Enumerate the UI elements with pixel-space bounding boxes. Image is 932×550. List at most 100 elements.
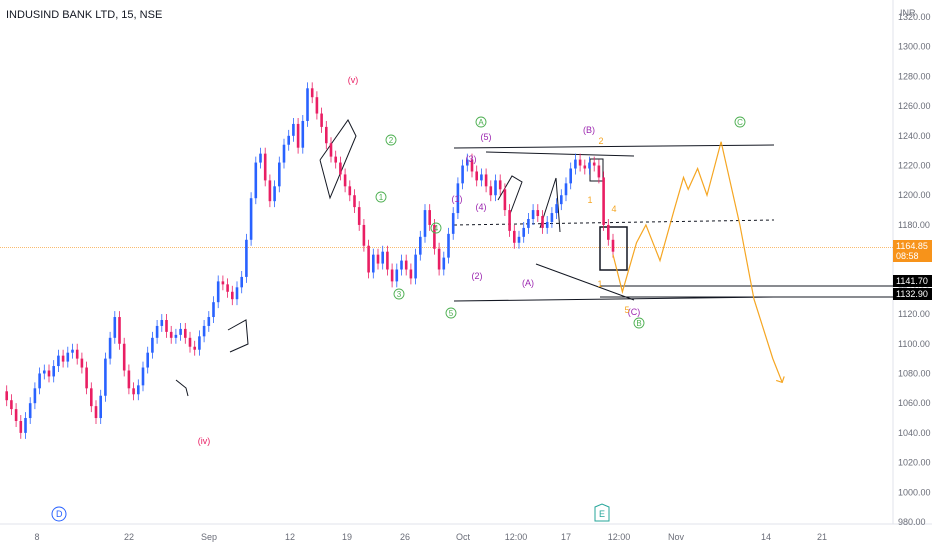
candle-body[interactable]: [451, 213, 455, 234]
candle-body[interactable]: [71, 349, 74, 353]
candle-body[interactable]: [169, 331, 173, 338]
candle-body[interactable]: [395, 269, 399, 282]
candle-body[interactable]: [296, 123, 300, 148]
rising-wedge-left[interactable]: [319, 119, 357, 200]
candle-body[interactable]: [108, 337, 112, 359]
candle-body[interactable]: [235, 287, 239, 300]
candle-body[interactable]: [118, 317, 121, 344]
candle-body[interactable]: [188, 337, 192, 347]
candle-body[interactable]: [475, 171, 478, 181]
candle-body[interactable]: [66, 352, 70, 362]
candle-body[interactable]: [329, 143, 333, 157]
candle-body[interactable]: [381, 251, 384, 264]
candle-body[interactable]: [193, 346, 196, 350]
candle-body[interactable]: [245, 239, 248, 277]
candle-body[interactable]: [564, 183, 568, 196]
candle-body[interactable]: [419, 236, 422, 255]
candle-body[interactable]: [14, 409, 18, 421]
candle-body[interactable]: [480, 174, 483, 181]
candle-body[interactable]: [362, 224, 366, 246]
candle-body[interactable]: [414, 254, 417, 279]
candle-body[interactable]: [508, 210, 511, 231]
candle-body[interactable]: [569, 168, 572, 184]
candle-body[interactable]: [357, 207, 361, 225]
candle-body[interactable]: [85, 367, 88, 389]
projection-path[interactable]: [612, 141, 785, 384]
candle-body[interactable]: [334, 156, 337, 163]
candle-body[interactable]: [447, 233, 450, 258]
candle-body[interactable]: [57, 355, 60, 367]
candle-body[interactable]: [348, 186, 352, 196]
candle-body[interactable]: [43, 370, 46, 374]
candle-body[interactable]: [607, 224, 610, 240]
candle-body[interactable]: [61, 355, 65, 362]
candle-body[interactable]: [550, 213, 554, 222]
candle-body[interactable]: [437, 248, 441, 270]
candle-body[interactable]: [404, 260, 408, 270]
candle-body[interactable]: [99, 395, 102, 419]
highlight-box-current[interactable]: [599, 226, 628, 271]
candle-body[interactable]: [165, 320, 168, 332]
candle-body[interactable]: [24, 418, 27, 433]
candle-body[interactable]: [33, 388, 37, 404]
candle-body[interactable]: [555, 204, 558, 214]
candle-body[interactable]: [5, 391, 8, 401]
earnings-marker[interactable]: E: [594, 503, 610, 522]
flag-oct-2[interactable]: [539, 177, 561, 233]
candle-body[interactable]: [184, 328, 187, 338]
candle-body[interactable]: [560, 195, 563, 205]
candle-body[interactable]: [268, 180, 272, 202]
candle-body[interactable]: [216, 281, 220, 303]
candle-body[interactable]: [141, 367, 145, 386]
candle-body[interactable]: [287, 135, 290, 145]
candle-body[interactable]: [325, 126, 328, 144]
candle-body[interactable]: [578, 159, 582, 166]
candle-body[interactable]: [461, 165, 464, 184]
candle-body[interactable]: [249, 198, 253, 240]
candle-body[interactable]: [231, 291, 234, 300]
candle-body[interactable]: [592, 162, 596, 166]
candles[interactable]: [5, 82, 615, 439]
time-axis[interactable]: 8 22 Sep 12 19 26 Oct 12:00 17 12:00 Nov 14 21: [34, 532, 827, 542]
candle-body[interactable]: [376, 254, 380, 264]
candle-body[interactable]: [611, 239, 615, 252]
candle-body[interactable]: [38, 373, 41, 389]
wedge-mid[interactable]: [227, 319, 249, 353]
candle-body[interactable]: [409, 269, 413, 279]
projection-line[interactable]: [612, 141, 783, 383]
candle-body[interactable]: [367, 245, 370, 273]
candle-body[interactable]: [390, 269, 394, 282]
candle-body[interactable]: [19, 421, 23, 433]
candle-body[interactable]: [484, 174, 488, 187]
candle-body[interactable]: [212, 302, 215, 318]
candle-body[interactable]: [122, 343, 126, 371]
channel-mid-line[interactable]: [453, 219, 775, 226]
highlight-box-top[interactable]: [589, 158, 604, 182]
candle-body[interactable]: [498, 180, 502, 190]
candle-body[interactable]: [75, 349, 79, 359]
candle-body[interactable]: [155, 325, 159, 338]
candle-body[interactable]: [80, 358, 84, 368]
candle-body[interactable]: [527, 219, 530, 228]
candle-body[interactable]: [489, 186, 493, 196]
candle-body[interactable]: [541, 216, 544, 228]
candle-body[interactable]: [531, 210, 535, 219]
candle-body[interactable]: [240, 276, 243, 288]
candle-body[interactable]: [320, 113, 323, 127]
dividend-marker[interactable]: D: [51, 506, 67, 522]
candle-body[interactable]: [127, 370, 131, 389]
candle-body[interactable]: [602, 177, 605, 225]
candle-body[interactable]: [545, 221, 549, 228]
candle-body[interactable]: [278, 162, 281, 187]
candle-body[interactable]: [574, 159, 577, 169]
candle-body[interactable]: [597, 165, 601, 178]
candle-body[interactable]: [428, 210, 431, 225]
candle-body[interactable]: [494, 180, 497, 196]
candle-body[interactable]: [423, 210, 427, 237]
candle-body[interactable]: [310, 88, 314, 98]
channel-top-line[interactable]: [453, 144, 775, 149]
candle-body[interactable]: [174, 334, 178, 338]
candle-body[interactable]: [536, 210, 540, 217]
candle-body[interactable]: [513, 230, 516, 243]
